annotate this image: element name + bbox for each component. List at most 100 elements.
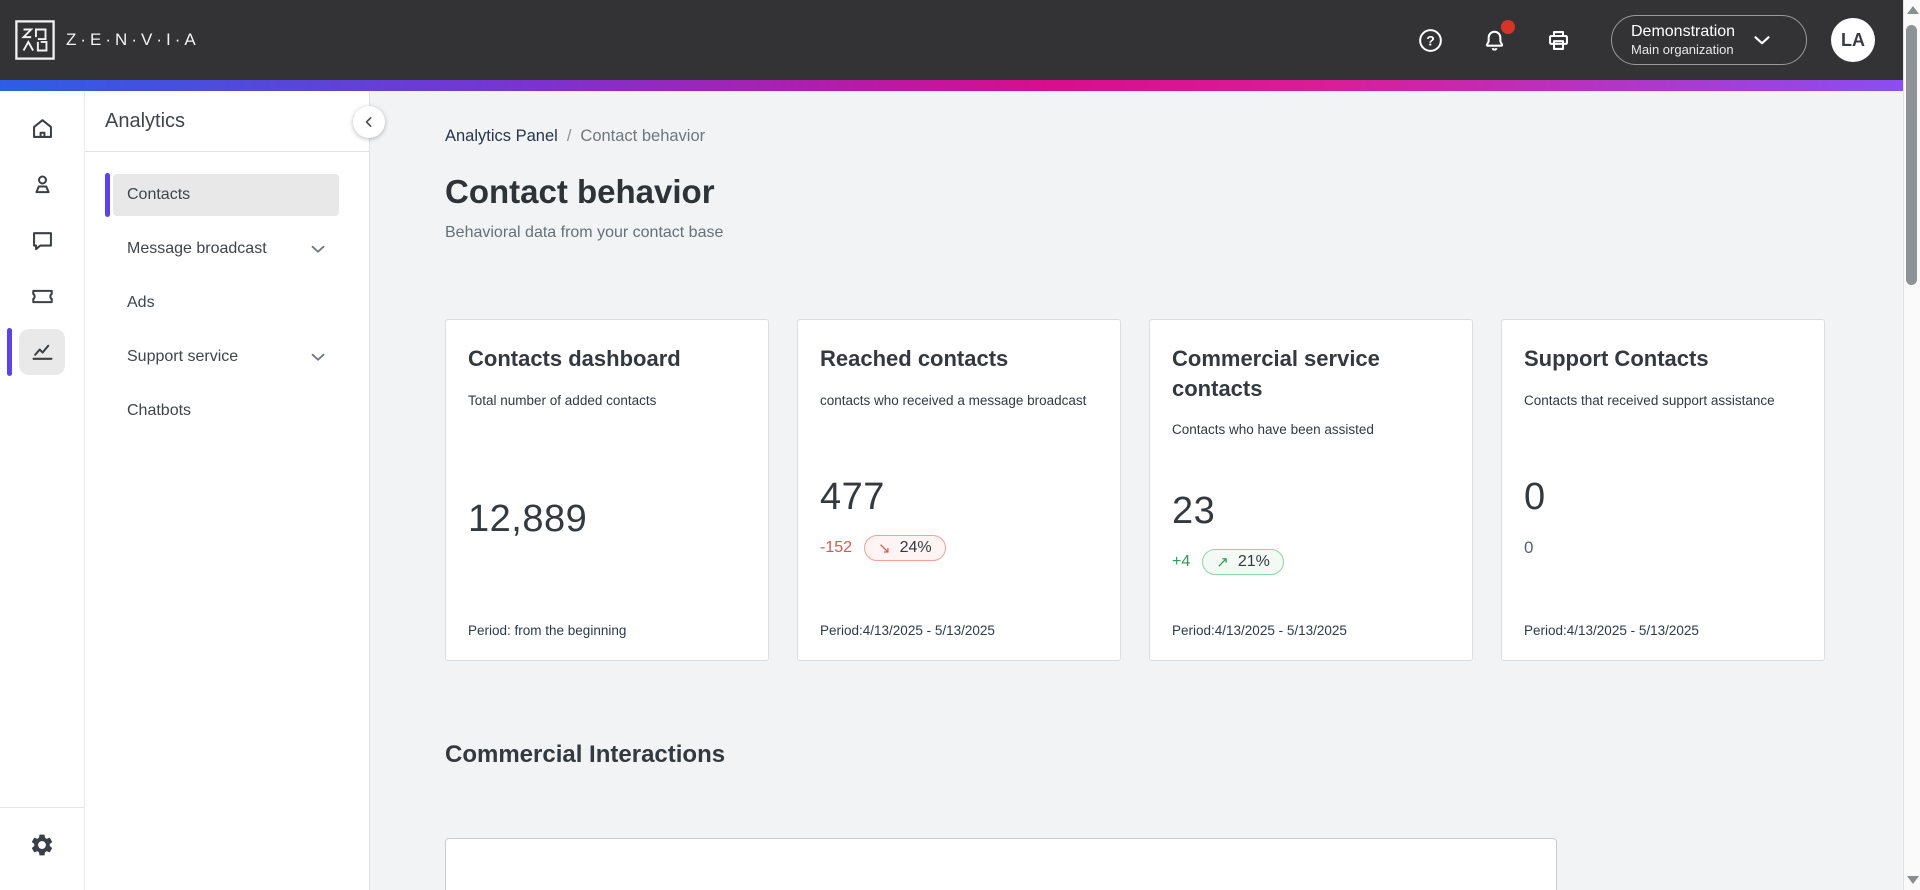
sidebar-title: Analytics	[105, 109, 186, 132]
card-period: Period:4/13/2025 - 5/13/2025	[1524, 623, 1699, 638]
rail-item-settings[interactable]	[19, 822, 65, 868]
sidebar-item-label: Chatbots	[127, 402, 192, 419]
brand: Z·E·N·V·I·A	[14, 19, 200, 61]
delta-percent: 24%	[899, 538, 932, 556]
card-delta-row: +4 ↗ 21%	[1172, 547, 1450, 577]
zenvia-logo-icon	[14, 19, 56, 61]
card-delta-row: -152 ↘ 24%	[820, 533, 1098, 563]
ticket-icon	[29, 283, 56, 310]
organization-texts: Demonstration Main organization	[1631, 22, 1735, 58]
breadcrumb-separator: /	[566, 127, 572, 145]
brand-wordmark: Z·E·N·V·I·A	[66, 30, 200, 49]
card-value-block: 477 -152 ↘ 24%	[820, 476, 1098, 563]
main-content: Analytics Panel / Contact behavior Conta…	[370, 91, 1903, 890]
rail-item-analytics[interactable]	[7, 328, 65, 376]
card-description: Contacts that received support assistanc…	[1524, 392, 1775, 408]
commercial-interactions-chart-card	[445, 838, 1557, 890]
help-button[interactable]: ?	[1413, 23, 1447, 57]
sidebar-item-label: Support service	[127, 348, 239, 365]
sidebar-menu: Contacts Message broadcast Ads Support s…	[85, 152, 369, 432]
chevron-left-icon	[359, 112, 379, 132]
printer-icon	[1545, 27, 1572, 54]
card-period: Period: from the beginning	[468, 623, 627, 638]
card-commercial-service-contacts: Commercial service contacts Contacts who…	[1149, 319, 1473, 661]
card-title: Support Contacts	[1524, 346, 1709, 371]
line-chart-icon	[29, 339, 56, 366]
card-title: Contacts dashboard	[468, 346, 681, 371]
bell-icon	[1481, 27, 1508, 54]
trend-up-arrow-icon: ↗	[1216, 554, 1229, 572]
delta-value: 0	[1524, 537, 1534, 557]
chevron-down-icon	[1749, 27, 1775, 53]
card-title: Commercial service contacts	[1172, 346, 1380, 401]
card-period: Period:4/13/2025 - 5/13/2025	[820, 623, 995, 638]
rail-item-tickets[interactable]	[19, 273, 65, 319]
help-icon: ?	[1417, 27, 1444, 54]
organization-selector[interactable]: Demonstration Main organization	[1611, 15, 1807, 65]
notification-badge	[1501, 20, 1515, 34]
trend-down-arrow-icon: ↘	[878, 539, 891, 557]
delta-value: +4	[1172, 553, 1191, 571]
sidebar-item-label: Message broadcast	[127, 240, 267, 257]
rail-footer	[0, 807, 84, 890]
page-subtitle: Behavioral data from your contact base	[445, 224, 724, 241]
sidebar-item-contacts[interactable]: Contacts	[105, 173, 339, 217]
section-title-commercial-interactions: Commercial Interactions	[445, 741, 726, 768]
card-title: Reached contacts	[820, 346, 1009, 371]
card-value: 23	[1172, 490, 1216, 533]
sidebar-header: Analytics	[85, 91, 369, 152]
organization-subtitle: Main organization	[1631, 41, 1734, 57]
sidebar-item-ads[interactable]: Ads	[113, 282, 339, 324]
sidebar-collapse-button[interactable]	[353, 106, 385, 138]
user-avatar[interactable]: LA	[1831, 18, 1875, 62]
chevron-down-icon	[307, 346, 329, 368]
card-value: 477	[820, 475, 885, 518]
card-value: 12,889	[468, 497, 588, 540]
card-value-block: 23 +4 ↗ 21%	[1172, 490, 1450, 577]
delta-percent: 21%	[1237, 553, 1270, 571]
organization-name: Demonstration	[1631, 22, 1736, 40]
home-icon	[29, 115, 56, 142]
breadcrumb: Analytics Panel / Contact behavior	[445, 127, 1903, 146]
card-value: 0	[1524, 475, 1546, 518]
icon-rail	[0, 91, 85, 890]
sidebar-item-support-service[interactable]: Support service	[113, 336, 339, 378]
print-button[interactable]	[1541, 23, 1575, 57]
chevron-down-icon	[307, 238, 329, 260]
sidebar-item-label: Ads	[127, 294, 155, 311]
card-value-block: 0 0	[1524, 476, 1802, 563]
active-indicator	[7, 328, 12, 376]
scrollbar-thumb[interactable]	[1906, 25, 1917, 285]
vertical-scrollbar[interactable]	[1903, 0, 1920, 890]
sidebar-item-chatbots[interactable]: Chatbots	[113, 390, 339, 432]
notifications-button[interactable]	[1477, 20, 1515, 57]
app-shell: Analytics Contacts Message broadcast	[0, 91, 1903, 890]
breadcrumb-current: Contact behavior	[580, 127, 706, 145]
delta-value: -152	[820, 538, 853, 556]
card-support-contacts: Support Contacts Contacts that received …	[1501, 319, 1825, 661]
breadcrumb-analytics-panel[interactable]: Analytics Panel	[445, 127, 558, 145]
rail-item-home[interactable]	[19, 105, 65, 151]
gear-icon	[29, 832, 55, 858]
person-icon	[29, 171, 56, 198]
trend-badge-up: ↗ 21%	[1202, 549, 1284, 576]
sidebar-item-message-broadcast[interactable]: Message broadcast	[113, 228, 339, 270]
svg-text:?: ?	[1426, 32, 1435, 48]
rail-item-contacts[interactable]	[19, 161, 65, 207]
scroll-down-arrow[interactable]	[1907, 876, 1919, 884]
scroll-up-arrow[interactable]	[1907, 6, 1919, 14]
topbar-actions: ?	[1413, 20, 1575, 57]
page-title: Contact behavior	[445, 173, 715, 210]
sidebar-item-label: Contacts	[127, 186, 191, 203]
trend-badge-down: ↘ 24%	[864, 534, 946, 561]
rail-item-conversations[interactable]	[19, 217, 65, 263]
sidebar: Analytics Contacts Message broadcast	[85, 91, 385, 890]
card-period: Period:4/13/2025 - 5/13/2025	[1172, 623, 1347, 638]
brand-gradient-bar	[0, 80, 1903, 91]
card-value-block: 12,889	[468, 498, 746, 541]
card-delta-row: 0	[1524, 533, 1802, 563]
card-description: Contacts who have been assisted	[1172, 422, 1374, 438]
top-bar: Z·E·N·V·I·A ?	[0, 0, 1903, 80]
card-description: Total number of added contacts	[468, 392, 657, 408]
